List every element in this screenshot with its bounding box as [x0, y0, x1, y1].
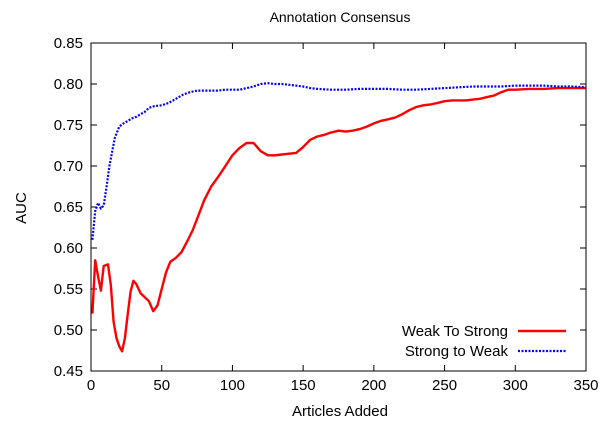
legend: Weak To Strong Strong to Weak: [402, 323, 566, 360]
y-tick-label: 0.45: [54, 363, 83, 380]
x-tick-label: 350: [573, 377, 598, 394]
y-tick-label: 0.65: [54, 199, 83, 216]
series-line-weak-to-strong: [91, 86, 586, 353]
y-axis-title: AUC: [13, 192, 30, 224]
x-tick-label: 300: [503, 377, 528, 394]
y-tick-label: 0.80: [54, 76, 83, 93]
series-line-strong-to-weak: [91, 82, 587, 240]
y-tick-label: 0.55: [54, 281, 83, 298]
legend-label-weak-to-strong: Weak To Strong: [402, 323, 508, 340]
y-tick-label: 0.60: [54, 240, 83, 257]
y-tick-label: 0.70: [54, 158, 83, 175]
plot-frame: [90, 42, 587, 372]
x-tick-label: 0: [87, 377, 95, 394]
chart-title: Annotation Consensus: [270, 9, 411, 25]
x-tick-label: 100: [220, 377, 245, 394]
x-axis-title: Articles Added: [292, 403, 388, 420]
legend-label-strong-to-weak: Strong to Weak: [405, 343, 509, 360]
y-tick-label: 0.50: [54, 322, 83, 339]
y-tick-label: 0.85: [54, 35, 83, 52]
y-tick-label: 0.75: [54, 117, 83, 134]
x-tick-label: 250: [432, 377, 457, 394]
x-tick-label: 50: [153, 377, 170, 394]
x-tick-label: 150: [291, 377, 316, 394]
x-tick-label: 200: [361, 377, 386, 394]
